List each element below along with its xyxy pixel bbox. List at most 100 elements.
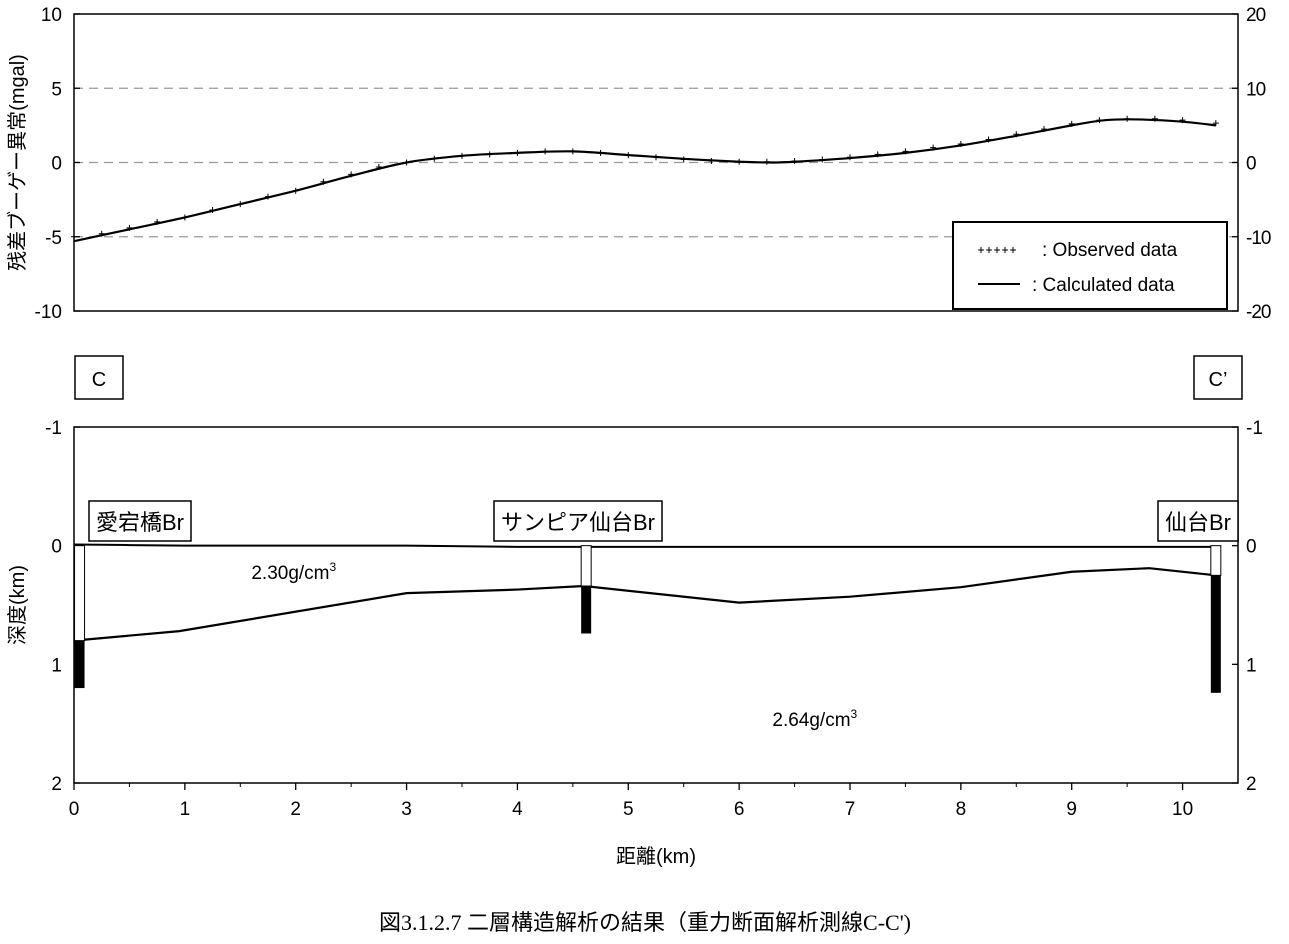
legend-plus-marker [994,247,1000,253]
section-label-left: C [74,355,124,400]
top-y-axis-label: 残差ブーゲー異常(mgal) [5,54,29,271]
borehole-label: 仙台Br [1165,510,1231,535]
observed-point [292,187,299,194]
svg-text:C’: C’ [1209,369,1228,391]
x-tick-label: 7 [845,799,856,820]
x-tick-label: 9 [1066,799,1077,820]
borehole-lower [74,640,85,689]
observed-point [514,149,521,156]
observed-point [902,148,909,155]
observed-point [736,158,743,165]
x-tick-label: 3 [401,799,412,820]
observed-point [1212,120,1219,127]
observed-point [1041,126,1047,133]
surface-line [73,543,1216,548]
observed-point [1151,115,1158,122]
observed-point [237,201,244,208]
bottom-plot-frame [73,426,1239,784]
section-label-right: C’ [1193,355,1243,400]
observed-point [1179,117,1186,124]
observed-point [653,154,659,161]
y-tick-label: 10 [41,5,62,26]
calculated-data-line [73,118,1216,243]
legend-box [952,221,1228,310]
y-tick-label-right: -10 [1246,228,1271,249]
observed-point [569,148,576,155]
y-tick-label: -10 [35,302,62,323]
legend-plus-marker [986,247,992,253]
borehole-label-box [493,500,663,542]
x-tick-label: 8 [956,799,967,820]
x-tick-label: 2 [290,799,301,820]
observed-point [542,148,549,155]
observed-point [486,151,493,158]
borehole-upper [580,545,592,587]
depth-tick-label: -1 [45,418,62,439]
observed-point [763,158,770,165]
borehole-upper [74,545,86,642]
x-tick-label: 4 [512,799,523,820]
bottom-y-axis-label: 深度(km) [6,565,29,645]
depth-tick-label-right: 1 [1246,655,1257,676]
depth-section-chart: -1 -10 01 12 20 1 2 3 4 5 6 7 8 9 10 愛宕橋Br サンピア仙台Br 仙台Br… [6,418,1263,868]
x-tick-label: 10 [1172,799,1193,820]
observed-point [625,152,632,159]
observed-point [874,151,881,158]
legend-observed-marker [978,247,1016,253]
observed-point [431,155,438,162]
depth-tick-label-right: 0 [1246,537,1257,558]
residual-bouguer-anomaly-chart: 10 20 5 10 0 0 -5 -10 -10 -20 残差ブーゲー異常(mgal) : Ob… [5,5,1272,323]
observed-point [154,218,161,225]
x-tick-label: 0 [69,799,80,820]
legend-observed-label: : Observed data [1042,240,1178,261]
y-tick-label-right: 20 [1246,5,1266,26]
observed-point [209,207,216,214]
borehole-label: サンピア仙台Br [501,510,655,535]
borehole-lower [1210,575,1221,693]
depth-tick-label: 1 [51,655,62,676]
layer-density-label: 2.30g/cm3 [251,560,336,584]
y-tick-label-right: 0 [1246,154,1256,175]
observed-point [403,159,410,166]
observed-point [375,163,382,170]
observed-point [181,214,188,221]
legend-plus-marker [978,247,984,253]
y-tick-label: 0 [51,154,62,175]
observed-point [265,193,271,200]
observed-point [126,224,133,231]
observed-point [791,158,798,165]
depth-tick-label: 0 [51,537,62,558]
observed-point [847,154,853,161]
layer-density-label: 2.64g/cm3 [772,707,857,731]
observed-point [680,156,687,163]
observed-point [459,152,465,159]
y-tick-label-right: -20 [1246,302,1271,323]
observed-point [985,136,992,143]
x-axis-label: 距離(km) [616,845,696,868]
y-tick-label-right: 10 [1246,79,1266,100]
depth-tick-label-right: -1 [1246,418,1263,439]
depth-tick-label: 2 [51,774,62,795]
observed-point [1096,117,1103,124]
layer-boundary-line [73,567,1216,642]
legend-calculated-label: : Calculated data [1032,275,1175,296]
borehole-label-box [88,500,192,542]
x-tick-label: 6 [734,799,745,820]
borehole-lower [581,586,592,634]
observed-point [930,144,937,151]
observed-point [1124,115,1131,122]
observed-point [320,178,327,185]
observed-point [98,230,105,237]
observed-point [708,158,715,165]
figure-caption: 図3.1.2.7 二層構造解析の結果（重力断面解析測線C-C') [379,910,911,935]
borehole-upper [1210,545,1222,576]
x-tick-label: 1 [180,799,191,820]
observed-point [1068,120,1075,127]
borehole-label-box [1157,500,1239,542]
observed-point [957,140,964,147]
legend-plus-marker [1002,247,1008,253]
observed-point [348,171,355,178]
observed-point [1013,131,1020,138]
observed-point [597,149,604,156]
